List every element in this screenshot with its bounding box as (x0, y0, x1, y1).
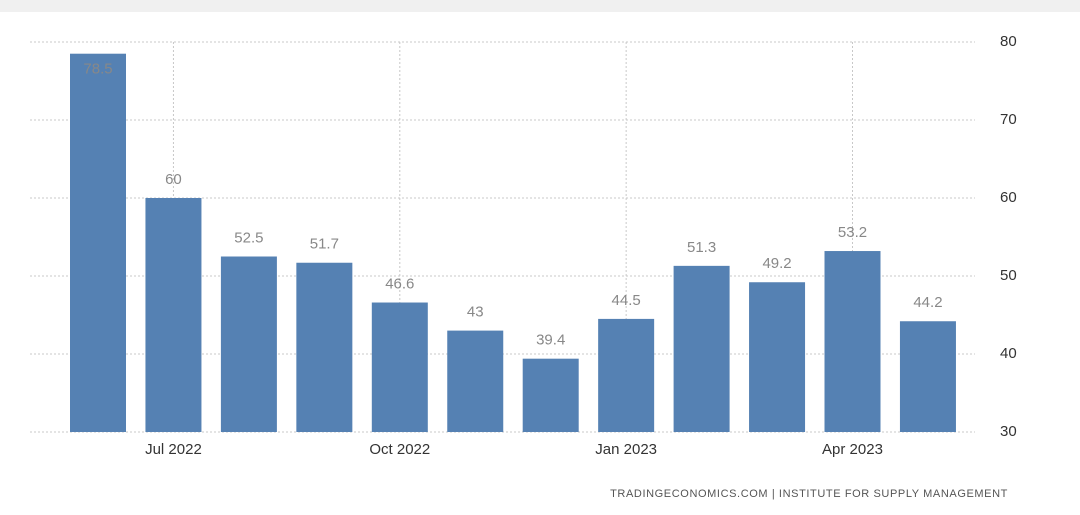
bar (447, 330, 504, 432)
value-label: 44.5 (612, 292, 641, 309)
value-label: 44.2 (913, 294, 942, 311)
bar (598, 318, 655, 432)
top-band (0, 0, 1080, 12)
bar (220, 256, 277, 432)
x-tick-label: Oct 2022 (369, 441, 430, 458)
bar (371, 302, 428, 432)
bar (522, 358, 579, 432)
value-label: 52.5 (234, 229, 263, 246)
x-tick-label: Jan 2023 (595, 441, 657, 458)
value-label: 51.3 (687, 239, 716, 256)
value-label: 46.6 (385, 275, 414, 292)
bar (749, 282, 806, 432)
bar (824, 251, 881, 432)
y-tick-label: 70 (1000, 111, 1017, 128)
bar (899, 321, 956, 432)
source: TRADINGECONOMICS.COM | INSTITUTE FOR SUP… (610, 488, 1008, 500)
x-tick-label: Apr 2023 (822, 441, 883, 458)
bar (673, 265, 730, 432)
value-label: 49.2 (762, 255, 791, 272)
y-tick-label: 30 (1000, 423, 1017, 440)
bar (145, 198, 202, 432)
value-label: 78.5 (83, 61, 112, 78)
y-tick-label: 80 (1000, 33, 1017, 50)
value-label: 60 (165, 171, 182, 188)
value-label: 53.2 (838, 224, 867, 241)
bar (296, 262, 353, 432)
y-tick-label: 50 (1000, 267, 1017, 284)
y-tick-label: 60 (1000, 189, 1017, 206)
value-label: 39.4 (536, 332, 565, 349)
bar (70, 53, 126, 432)
y-tick-label: 40 (1000, 345, 1017, 362)
value-label: 51.7 (310, 236, 339, 253)
value-label: 43 (467, 304, 484, 321)
x-tick-label: Jul 2022 (145, 441, 202, 458)
